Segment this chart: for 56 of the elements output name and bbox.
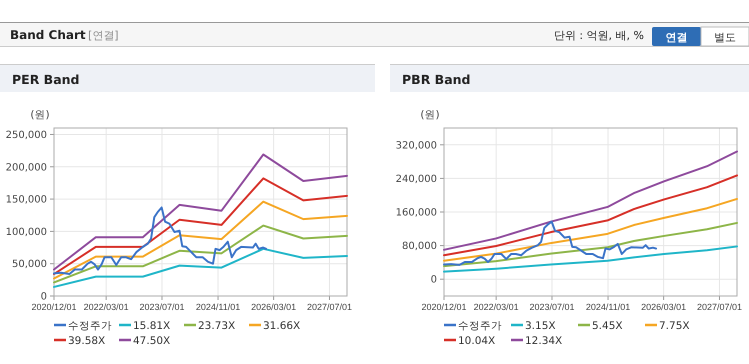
legend-label: 31.66X — [263, 320, 300, 332]
text: 단위 : 억원, 배, % — [554, 29, 644, 42]
line-series — [443, 174, 738, 256]
line-series — [53, 200, 348, 280]
x-tick-label: 2023/07/01 — [529, 302, 575, 312]
text: Band Chart — [10, 28, 86, 42]
legend-label: 12.34X — [525, 335, 562, 347]
legend-label: 7.75X — [659, 320, 690, 332]
x-tick-label: 2023/07/01 — [139, 302, 185, 312]
legend-label: 수정주가 — [68, 320, 112, 332]
legend-label: 23.73X — [198, 320, 236, 332]
y-tick-label: 0 — [430, 274, 437, 286]
line-series — [443, 198, 738, 262]
y-tick-label: 320,000 — [396, 140, 437, 152]
line-series — [443, 220, 658, 266]
x-tick-label: 2027/07/01 — [306, 302, 352, 312]
legend-label: 10.04X — [458, 335, 496, 347]
legend-label: 15.81X — [133, 320, 170, 332]
y-tick-label: 0 — [40, 292, 47, 302]
text: 연결 — [666, 31, 688, 44]
line-series — [53, 153, 348, 271]
y-axis-title: (원) — [30, 109, 50, 121]
y-tick-label: 50,000 — [12, 259, 47, 270]
x-tick-label: 2027/07/01 — [696, 302, 742, 312]
line-series — [443, 245, 738, 273]
line-series — [443, 222, 738, 268]
x-tick-label: 2024/11/01 — [196, 302, 240, 312]
legend-label: 47.50X — [133, 335, 170, 347]
line-series — [53, 248, 348, 288]
x-tick-label: 2022/03/01 — [474, 302, 519, 312]
text: [연결] — [88, 29, 119, 42]
y-tick-label: 250,000 — [6, 130, 47, 141]
x-tick-label: 2022/03/01 — [84, 302, 129, 312]
line-series — [53, 224, 348, 284]
x-tick-label: 2026/03/01 — [251, 302, 296, 312]
y-tick-label: 100,000 — [6, 226, 47, 238]
chart-title: PER Band — [12, 72, 80, 87]
x-tick-label: 2020/12/01 — [421, 302, 467, 312]
y-tick-label: 80,000 — [402, 241, 437, 252]
x-tick-label: 2024/11/01 — [586, 302, 630, 312]
legend-label: 39.58X — [68, 335, 106, 347]
chart-title: PBR Band — [402, 72, 470, 87]
legend-label: 수정주가 — [458, 320, 502, 332]
y-tick-label: 150,000 — [6, 194, 47, 206]
line-series — [53, 177, 348, 276]
y-tick-label: 160,000 — [396, 208, 437, 218]
legend-label: 5.45X — [592, 320, 623, 332]
y-tick-label: 240,000 — [396, 174, 437, 185]
legend-label: 3.15X — [525, 320, 556, 332]
line-series — [53, 206, 268, 276]
y-tick-label: 200,000 — [6, 162, 47, 174]
x-tick-label: 2026/03/01 — [641, 302, 686, 312]
x-tick-label: 2020/12/01 — [31, 302, 77, 312]
y-axis-title: (원) — [420, 109, 440, 121]
text: 별도 — [714, 31, 736, 44]
line-series — [443, 150, 738, 251]
